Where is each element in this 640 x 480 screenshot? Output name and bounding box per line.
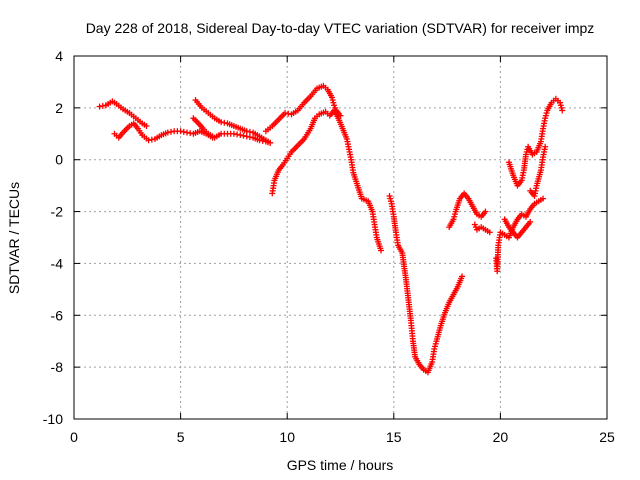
- y-tick-label: -8: [51, 359, 64, 375]
- data-point: [143, 123, 150, 130]
- data-point-layer: [96, 82, 566, 376]
- y-tick-label: -2: [51, 204, 64, 220]
- chart-title: Day 228 of 2018, Sidereal Day-to-day VTE…: [86, 20, 595, 36]
- y-tick-label: 0: [55, 152, 63, 168]
- data-point: [527, 218, 534, 225]
- data-point: [378, 247, 385, 254]
- data-point: [540, 195, 547, 202]
- y-axis-label: SDTVAR / TECUs: [6, 182, 22, 294]
- data-point: [486, 229, 493, 236]
- y-tick-label: 4: [55, 48, 63, 64]
- x-tick-label: 15: [386, 429, 402, 445]
- y-tick-label: 2: [55, 100, 63, 116]
- x-tick-label: 10: [279, 429, 295, 445]
- data-point: [542, 143, 549, 150]
- y-tick-label: -6: [51, 307, 64, 323]
- x-tick-label: 25: [599, 429, 615, 445]
- x-tick-label: 20: [493, 429, 509, 445]
- y-tick-label: -10: [43, 411, 63, 427]
- x-tick-label: 0: [70, 429, 78, 445]
- y-tick-label: -4: [51, 255, 64, 271]
- data-point: [482, 208, 489, 215]
- plot-frame: [73, 55, 608, 420]
- data-point: [459, 273, 466, 280]
- x-tick-label: 5: [177, 429, 185, 445]
- data-point: [267, 139, 274, 146]
- data-point: [559, 107, 566, 114]
- x-axis-label: GPS time / hours: [287, 457, 394, 473]
